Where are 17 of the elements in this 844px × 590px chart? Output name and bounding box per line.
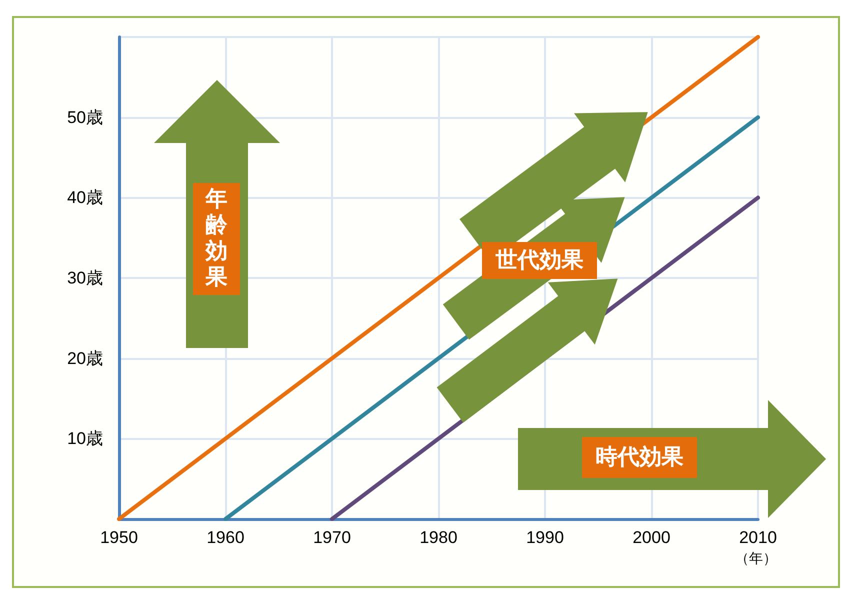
x-tick-label: 1990 [526,528,564,547]
y-tick-label: 40歳 [67,188,103,208]
y-tick-label: 30歳 [67,268,103,288]
x-tick-label: 1960 [206,528,244,547]
x-tick-label: 2010 [739,528,777,547]
y-tick-label: 50歳 [67,108,103,127]
y-tick-label: 20歳 [67,348,103,368]
y-tick-label: 10歳 [67,429,103,448]
x-tick-label: 2000 [632,528,670,547]
label-tag: 世代効果 [482,242,597,279]
annotation: 年齢効果 [204,187,228,291]
x-axis-title: （年） [735,550,777,566]
label-tag: 年齢効果 [193,183,240,295]
x-tick-label: 1980 [420,528,458,547]
x-tick-label: 1970 [313,528,351,547]
label-tag: 時代効果 [582,437,697,478]
x-tick-label: 1950 [100,528,138,547]
